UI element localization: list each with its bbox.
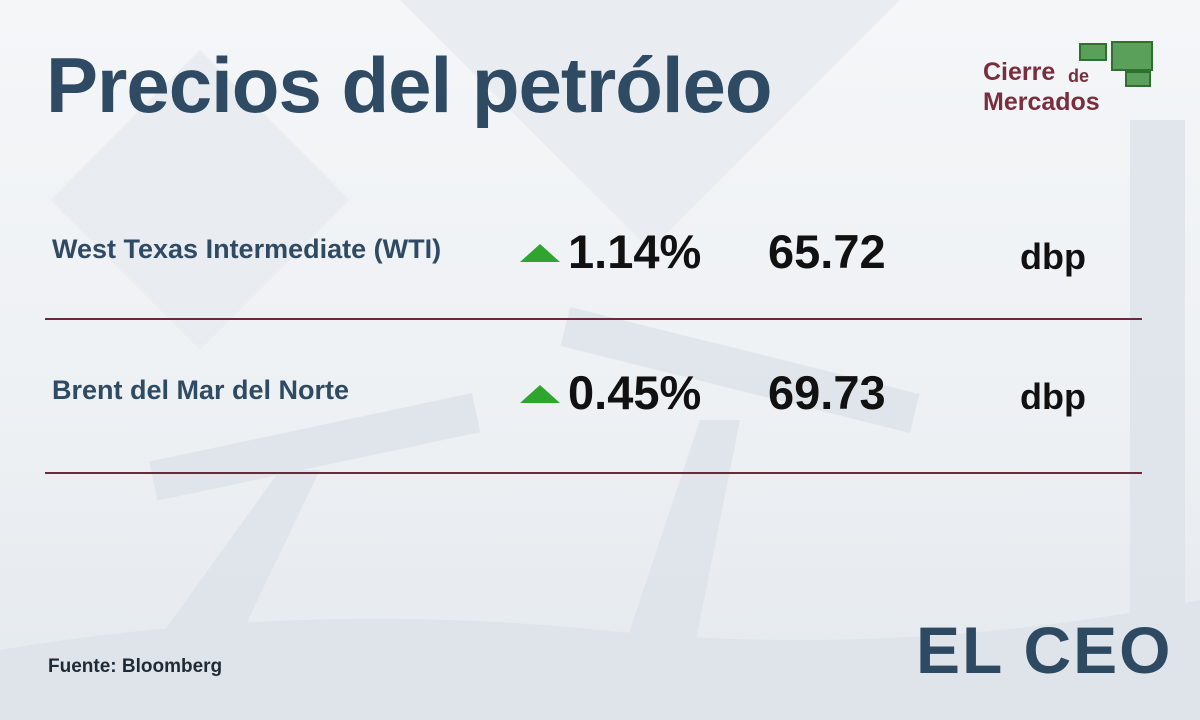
row-change: 0.45% [568, 366, 702, 419]
badge-line: de [1068, 66, 1090, 86]
logo: EL CEO [916, 613, 1173, 687]
title: Precios del petróleo [46, 41, 773, 129]
row-unit: dbp [1020, 376, 1086, 417]
row-unit: dbp [1020, 236, 1086, 277]
row-divider [45, 472, 1142, 474]
source: Fuente: Bloomberg [48, 656, 223, 677]
row-price: 69.73 [768, 366, 886, 419]
row-divider [45, 318, 1142, 320]
row-label: West Texas Intermediate (WTI) [52, 234, 442, 264]
up-arrow [520, 385, 560, 403]
badge-line: Cierre [983, 58, 1056, 86]
row-change: 1.14% [568, 225, 702, 278]
row-price: 65.72 [768, 225, 886, 278]
badge-line: Mercados [983, 88, 1100, 116]
row-label: Brent del Mar del Norte [52, 375, 350, 405]
up-arrow [520, 244, 560, 262]
